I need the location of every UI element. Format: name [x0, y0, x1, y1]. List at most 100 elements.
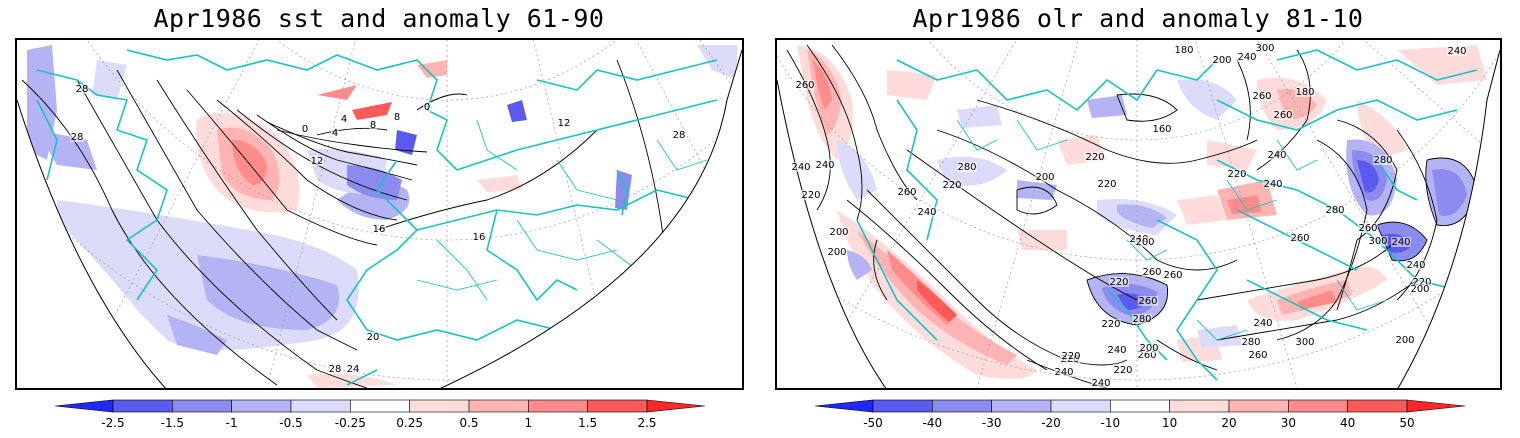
- olr-contour-label: 300: [1255, 43, 1274, 54]
- olr-contour-label: 200: [1135, 237, 1154, 248]
- olr-contour-label: 300: [1368, 236, 1387, 247]
- olr-contour-label: 200: [827, 247, 846, 258]
- olr-contour-label: 260: [1290, 233, 1309, 244]
- sst-colorbar-min-arrow: [54, 399, 114, 413]
- olr-contour-label: 200: [1410, 284, 1429, 295]
- olr-colorbar-bin: [1347, 399, 1408, 413]
- olr-contour-label-bg: [1137, 350, 1157, 360]
- sst-colorbar-bin: [350, 399, 410, 413]
- olr-contour-label-bg: [1163, 270, 1183, 280]
- olr-contour-label-bg: [1412, 277, 1432, 287]
- olr-contour-label-bg: [1237, 52, 1257, 62]
- sst-contour-label: 28: [673, 130, 686, 141]
- olr-contour-label: 280: [1241, 337, 1260, 348]
- olr-contour-label: 240: [1091, 378, 1110, 388]
- olr-contour-label: 240: [791, 162, 810, 173]
- sst-contour-label-bg: [369, 120, 377, 130]
- sst-contour-label: 28: [76, 84, 89, 95]
- olr-colorbar-tick-label: 30: [1281, 416, 1296, 430]
- sst-contour-label-bg: [672, 130, 686, 140]
- olr-contour-label: 240: [815, 160, 834, 171]
- olr-contour-label-bg: [791, 162, 811, 172]
- olr-contour-label-bg: [1174, 45, 1194, 55]
- olr-contour-label-bg: [1227, 169, 1247, 179]
- right-panel-title: Apr1986 olr and anomaly 81-10: [912, 4, 1364, 33]
- olr-contour-label: 240: [1267, 150, 1286, 161]
- olr-contour-label: 200: [1395, 335, 1414, 346]
- olr-hemisphere-edge-right: [1397, 49, 1500, 388]
- sst-contour-label: 0: [302, 124, 308, 135]
- olr-contour-label: 300: [1295, 337, 1314, 348]
- sst-contour-label: 28: [329, 364, 342, 375]
- olr-contour-label: 220: [942, 180, 961, 191]
- sst-contour-label-bg: [423, 102, 431, 112]
- sst-colorbar-tick-label: 1.5: [578, 416, 597, 430]
- sst-colorbar: -2.5 -1.5 -1 -0.5 -0.25 0.25 0.5 1 1.5 2.5: [54, 396, 706, 434]
- olr-contour-label-bg: [1135, 237, 1155, 247]
- olr-contour-label-bg: [1091, 378, 1111, 388]
- sst-map: 28 28 0 4 8 12 16 20 24 28 12 28 16 0 4 8: [15, 38, 744, 390]
- sst-contour-label: 4: [341, 114, 347, 125]
- olr-colorbar-tick-label: -30: [982, 416, 1002, 430]
- olr-contour-label-bg: [1101, 319, 1121, 329]
- olr-contour-label: 220: [1109, 277, 1128, 288]
- sst-graticule: [17, 40, 742, 388]
- olr-contour-label-bg: [1325, 205, 1345, 215]
- olr-contour-label-bg: [1273, 110, 1293, 120]
- sst-contour-label: 12: [311, 156, 324, 167]
- sst-colorbar-bin: [231, 399, 292, 413]
- sst-colorbar-tick-label: -0.25: [335, 416, 366, 430]
- olr-contour-label-bg: [1406, 260, 1426, 270]
- sst-contour-label: 8: [394, 112, 400, 123]
- olr-contours: [786, 44, 1478, 388]
- sst-contour-label-bg: [340, 114, 348, 124]
- olr-contour-label: 220: [1085, 152, 1104, 163]
- olr-contour-label: 240: [1406, 260, 1425, 271]
- sst-contour-label-bg: [346, 364, 360, 374]
- olr-contour-label-bg: [897, 187, 917, 197]
- olr-contour-label: 280: [957, 162, 976, 173]
- olr-contour-label: 260: [897, 187, 916, 198]
- olr-contour-label-bg: [1138, 296, 1158, 306]
- olr-colorbar-bin: [1169, 399, 1230, 413]
- olr-contour-label-bg: [1253, 318, 1273, 328]
- olr-contour-label-bg: [1241, 337, 1261, 347]
- olr-contour-label: 280: [1325, 205, 1344, 216]
- sst-contour-label: 24: [347, 364, 360, 375]
- sst-colorbar-bin: [528, 399, 588, 413]
- olr-contour-label-bg: [1255, 43, 1275, 53]
- olr-contour-label: 200: [1212, 55, 1231, 66]
- olr-contour-label: 240: [1447, 46, 1466, 57]
- olr-colorbar-bin: [1228, 399, 1289, 413]
- sst-colorbar-tick-label: -1.5: [161, 416, 184, 430]
- olr-colorbar-tick-label: 10: [1162, 416, 1177, 430]
- olr-contour-label-bg: [1295, 87, 1315, 97]
- sst-colorbar-bin: [290, 399, 351, 413]
- sst-contour-labels: 28 28 0 4 8 12 16 20 24 28 12 28 16 0 4 8: [70, 84, 686, 375]
- sst-hemisphere-edge-left: [17, 99, 166, 388]
- sst-contour-label: 16: [473, 232, 486, 243]
- sst-contour-label-bg: [366, 332, 380, 342]
- sst-colorbar-bin: [172, 399, 232, 413]
- olr-contour-label-bg: [829, 227, 849, 237]
- sst-colorbar-max-arrow: [646, 399, 706, 413]
- olr-colorbar-tick-label: 20: [1221, 416, 1236, 430]
- sst-contour-label-bg: [301, 124, 309, 134]
- olr-colorbar-tick-label: -50: [863, 416, 883, 430]
- olr-anomaly-shading: [777, 40, 1500, 388]
- olr-contour-label-bg: [1212, 55, 1232, 65]
- sst-contour-label-bg: [75, 84, 89, 94]
- olr-colorbar-tick-label: -40: [923, 416, 943, 430]
- olr-contour-label: 200: [829, 227, 848, 238]
- olr-colorbar-graphic: -50 -40 -30 -20 -10 10 20 30 40 50: [814, 399, 1466, 430]
- olr-colorbar-tick-label: -20: [1041, 416, 1061, 430]
- sst-anomaly-shading: [17, 40, 742, 388]
- sst-colorbar-tick-label: 0.25: [396, 416, 423, 430]
- sst-contours: [21, 59, 668, 388]
- sst-colorbar-tick-label: -2.5: [101, 416, 124, 430]
- olr-contour-label: 260: [1252, 91, 1271, 102]
- olr-contour-label: 260: [1248, 350, 1267, 361]
- olr-contour-label-bg: [957, 162, 977, 172]
- sst-contour-label-bg: [393, 112, 401, 122]
